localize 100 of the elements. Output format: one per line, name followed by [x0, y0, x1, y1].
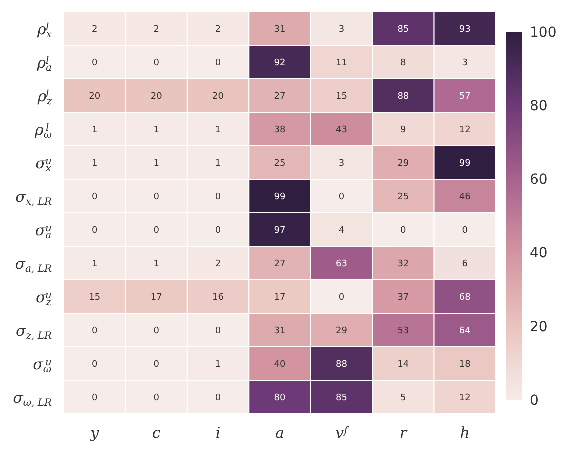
data-label: 32 [398, 259, 410, 270]
data-label: 0 [92, 326, 98, 336]
data-label: 29 [398, 158, 410, 169]
data-label: 17 [274, 292, 286, 303]
data-label: 12 [459, 393, 471, 404]
data-label: 0 [154, 192, 160, 202]
data-label: 43 [336, 125, 348, 136]
x-tick-label: h [460, 424, 470, 442]
data-label: 88 [336, 360, 348, 370]
data-label: 64 [459, 326, 472, 336]
data-label: 15 [89, 292, 101, 303]
data-label: 97 [274, 226, 286, 236]
data-label: 2 [215, 259, 222, 270]
data-label: 3 [462, 58, 468, 68]
y-tick-label: σ$_{z, LR}$ [16, 322, 52, 342]
data-label: 0 [92, 393, 98, 404]
data-label: 1 [215, 158, 222, 169]
data-label: 0 [154, 360, 160, 370]
data-label: 0 [215, 393, 222, 404]
data-label: 0 [92, 360, 98, 370]
data-label: 0 [338, 192, 345, 202]
data-label: 0 [338, 292, 345, 303]
x-tick-label: i [216, 424, 221, 442]
data-label: 11 [336, 58, 348, 68]
x-tick-label: r [400, 424, 408, 442]
data-label: 85 [398, 24, 410, 35]
data-label: 0 [154, 58, 160, 68]
color-bar-label: 60 [530, 172, 548, 188]
data-label: 0 [462, 226, 468, 236]
data-label: 25 [274, 158, 286, 169]
data-label: 31 [274, 24, 286, 35]
color-bar-label: 20 [530, 319, 548, 336]
data-label: 2 [92, 24, 98, 35]
data-label: 9 [400, 125, 407, 136]
data-label: 29 [336, 326, 348, 336]
data-label: 4 [338, 226, 345, 236]
data-label: 0 [154, 393, 160, 404]
data-label: 1 [154, 259, 160, 270]
data-label: 93 [459, 24, 471, 35]
data-label: 12 [459, 125, 471, 136]
data-label: 0 [400, 226, 407, 236]
data-label: 0 [154, 326, 160, 336]
data-label: 99 [274, 192, 286, 202]
data-label: 31 [274, 326, 286, 336]
data-label: 1 [215, 125, 222, 136]
data-label: 88 [398, 92, 410, 102]
data-label: 0 [92, 226, 98, 236]
x-tick-label: a [276, 424, 284, 442]
data-label: 15 [336, 92, 348, 102]
data-label: 1 [92, 158, 98, 169]
data-label: 16 [212, 292, 224, 303]
data-label: 1 [215, 360, 222, 370]
data-label: 37 [398, 292, 410, 303]
data-label: 0 [92, 192, 98, 202]
data-label: 20 [150, 92, 163, 102]
data-label: 0 [215, 58, 222, 68]
data-label: 99 [459, 158, 472, 169]
data-label: 1 [154, 158, 160, 169]
data-label: 20 [212, 92, 224, 102]
data-label: 2 [215, 24, 222, 35]
x-tick-label: c [152, 424, 162, 442]
data-label: 27 [274, 92, 286, 102]
data-label: 1 [92, 259, 98, 270]
data-label: 25 [398, 192, 410, 202]
data-label: 6 [462, 259, 468, 270]
data-label: 80 [274, 393, 286, 404]
data-label: 40 [274, 360, 286, 370]
data-label: 0 [215, 192, 222, 202]
color-bar-label: 0 [530, 392, 539, 409]
data-label: 3 [338, 24, 345, 35]
color-bar-label: 100 [530, 24, 557, 41]
data-label: 85 [336, 393, 348, 404]
data-label: 18 [459, 360, 472, 370]
data-label: 5 [400, 393, 406, 404]
data-label: 1 [154, 125, 160, 136]
y-tick-label: σ$_{a, LR}$ [15, 254, 52, 275]
data-label: 8 [400, 58, 407, 68]
data-label: 27 [274, 259, 286, 270]
data-label: 68 [459, 292, 472, 303]
data-label: 63 [336, 259, 348, 270]
data-label: 92 [274, 58, 286, 68]
color-bar-label: 40 [530, 246, 548, 262]
data-label: 0 [215, 326, 222, 336]
data-label: 57 [459, 92, 471, 102]
data-label: 0 [92, 58, 98, 68]
data-label: 38 [274, 125, 286, 136]
x-tick-label: y [90, 424, 100, 442]
data-label: 20 [89, 92, 101, 102]
y-tick-label: σ$_{ω, LR}$ [13, 388, 52, 409]
data-label: 0 [154, 226, 160, 236]
data-label: 1 [92, 125, 98, 136]
data-label: 3 [338, 158, 345, 169]
data-label: 14 [398, 360, 410, 370]
data-label: 2 [154, 24, 160, 35]
data-label: 17 [150, 292, 162, 303]
data-label: 46 [459, 192, 472, 202]
color-bar-label: 80 [530, 98, 548, 114]
x-tick-label: v$^{f}$ [336, 424, 350, 442]
data-label: 53 [398, 326, 410, 336]
data-label: 0 [215, 226, 222, 236]
